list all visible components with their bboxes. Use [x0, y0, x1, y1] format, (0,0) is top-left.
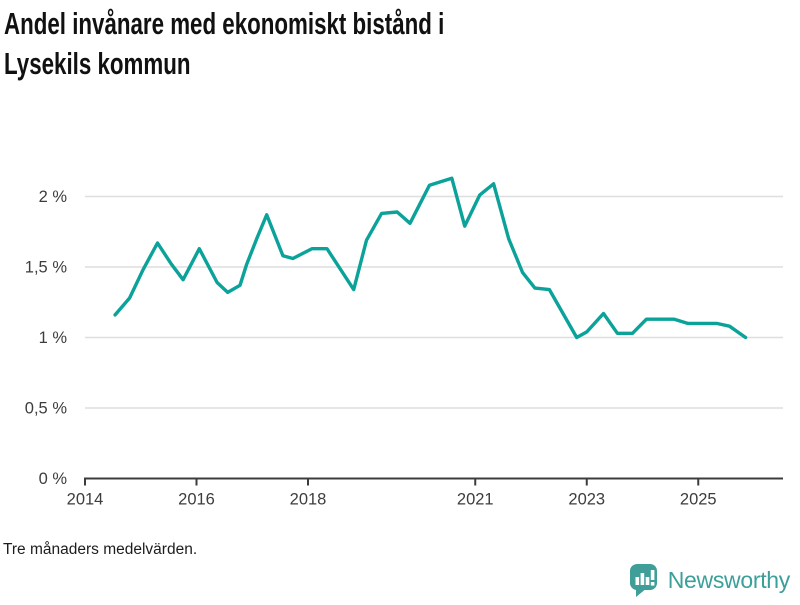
chart-footnote: Tre månaders medelvärden.: [3, 541, 198, 558]
logo-bar-3: [645, 577, 650, 585]
newsworthy-wordmark: Newsworthy: [667, 566, 791, 593]
x-tick-label: 2021: [457, 491, 494, 509]
x-tick-label: 2018: [290, 491, 327, 509]
y-tick-label: 0,5 %: [25, 400, 68, 418]
x-tick-label: 2023: [568, 491, 605, 509]
y-tick-label: 2 %: [39, 188, 68, 206]
data-line: [113, 176, 748, 340]
x-tick-label: 2014: [67, 491, 104, 509]
chart-title-line-2: Lysekils kommun: [4, 46, 191, 81]
newsworthy-logo: Newsworthy: [628, 562, 790, 598]
logo-bar-2: [640, 573, 644, 585]
y-tick-label: 1,5 %: [25, 259, 68, 277]
y-tick-label: 1 %: [39, 329, 68, 347]
x-tick-label: 2025: [680, 491, 717, 509]
logo-exclamation-dot: [650, 582, 655, 586]
logo-bar-1: [635, 577, 639, 585]
chart-title: Andel invånare med ekonomiskt bistånd i …: [4, 4, 580, 84]
logo-exclamation-bar: [650, 570, 655, 580]
x-tick-label: 2016: [178, 491, 215, 509]
y-tick-label: 0 %: [39, 470, 68, 488]
chart-title-line-1: Andel invånare med ekonomiskt bistånd i: [4, 6, 445, 41]
newsworthy-logo-icon: [629, 564, 657, 597]
